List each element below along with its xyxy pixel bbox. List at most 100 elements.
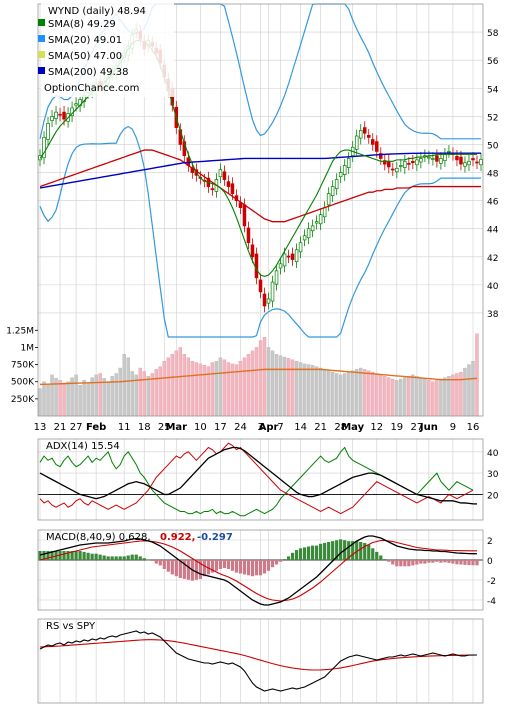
candle-body xyxy=(383,160,387,165)
x-axis-label: 12 xyxy=(370,422,383,433)
volume-bar xyxy=(443,377,447,417)
macd-histogram-bar xyxy=(170,560,174,575)
macd-histogram-bar xyxy=(154,560,158,564)
macd-histogram-bar xyxy=(110,556,114,560)
candle-body xyxy=(403,160,407,168)
price-tick-label: 46 xyxy=(487,198,499,208)
macd-histogram-bar xyxy=(407,560,411,567)
volume-bar xyxy=(439,378,443,417)
volume-bar xyxy=(306,364,311,417)
volume-bar xyxy=(246,354,251,417)
candle-body xyxy=(399,165,403,167)
volume-bar xyxy=(371,371,375,417)
x-axis-label: 3 xyxy=(257,422,263,433)
x-axis-label: Feb xyxy=(86,422,106,433)
candle-body xyxy=(366,134,371,138)
macd-histogram-bar xyxy=(50,551,54,560)
macd-histogram-bar xyxy=(419,560,423,564)
candle-body xyxy=(391,168,395,171)
macd-histogram-bar xyxy=(262,560,267,574)
volume-bar xyxy=(298,362,303,417)
macd-histogram-bar xyxy=(459,560,463,565)
adx-line xyxy=(39,446,478,505)
x-axis-label: 24 xyxy=(234,422,247,433)
macd-histogram-bar xyxy=(435,560,439,562)
volume-tick-label: 1M xyxy=(21,343,35,353)
macd-histogram-bar xyxy=(198,560,202,579)
rs-line xyxy=(39,630,477,692)
macd-histogram-bar xyxy=(455,560,459,565)
volume-bar xyxy=(347,371,351,417)
x-axis-label: 14 xyxy=(294,422,307,433)
x-axis-label: 10 xyxy=(194,422,207,433)
candle-body xyxy=(310,225,315,232)
macd-histogram-bar xyxy=(355,541,359,560)
candle-body xyxy=(62,111,66,120)
candle-body xyxy=(282,253,287,267)
volume-bar xyxy=(50,374,54,417)
volume-bar xyxy=(254,347,259,417)
price-legend: WYND (daily) 48.94 SMA(8) 49.29 SMA(20) … xyxy=(38,3,174,97)
macd-histogram-bar xyxy=(383,559,387,560)
macd-histogram-bar xyxy=(467,560,471,566)
volume-bar xyxy=(355,369,359,417)
macd-histogram-bar xyxy=(126,555,130,560)
volume-bar xyxy=(419,377,423,417)
candle-body xyxy=(226,181,231,187)
price-panel-frame xyxy=(37,3,484,417)
volume-bar xyxy=(242,357,247,417)
macd-histogram-bar xyxy=(439,560,443,563)
sma50-line xyxy=(39,149,481,223)
volume-bar xyxy=(42,381,46,417)
candle-body xyxy=(262,293,267,307)
macd-histogram-bar xyxy=(399,560,403,567)
macd-histogram-bar xyxy=(319,543,323,560)
volume-bar xyxy=(467,364,471,417)
macd-value-signal: 0.922, xyxy=(160,532,195,543)
macd-histogram-bar xyxy=(242,560,247,575)
axes-layer: 38404244464850525456581.25M1M750K500K250… xyxy=(6,3,499,704)
volume-bar xyxy=(278,355,283,417)
volume-bar xyxy=(431,381,435,417)
volume-bar xyxy=(178,347,182,417)
volume-bar xyxy=(471,360,475,417)
x-axis-label: 9 xyxy=(450,422,456,433)
macd-histogram-bar xyxy=(254,560,259,576)
macd-histogram-bar xyxy=(294,550,299,560)
macd-histogram-bar xyxy=(451,560,455,564)
volume-bar xyxy=(359,367,363,417)
candle-body xyxy=(222,171,227,180)
macd-histogram-bar xyxy=(371,548,375,560)
volume-bar xyxy=(130,371,134,417)
macd-histogram-bar xyxy=(194,560,198,580)
price-tick-label: 38 xyxy=(487,310,499,320)
macd-histogram-bar xyxy=(359,542,363,560)
volume-bar xyxy=(423,378,427,417)
volume-bar xyxy=(395,380,399,417)
macd-histogram-bar xyxy=(234,560,239,573)
x-axis-label: 19 xyxy=(390,422,403,433)
x-axis-label: 7 xyxy=(277,422,283,433)
volume-bar xyxy=(387,377,391,417)
macd-histogram-bar xyxy=(182,560,186,579)
legend-label-sma200: SMA(200) 49.38 xyxy=(48,67,129,78)
macd-histogram-bar xyxy=(270,560,275,568)
candle-body xyxy=(210,188,215,191)
legend-swatch-sma20 xyxy=(38,35,45,42)
macd-histogram-bar xyxy=(178,560,182,578)
candle-body xyxy=(326,193,331,206)
price-tick-label: 48 xyxy=(487,170,499,180)
macd-histogram-bar xyxy=(174,560,178,577)
legend-swatch-sma8 xyxy=(38,19,45,26)
macd-histogram-bar xyxy=(379,555,383,560)
volume-bar xyxy=(375,373,379,417)
macd-histogram-bar xyxy=(347,541,351,560)
macd-histogram-bar xyxy=(74,551,78,560)
macd-histogram-bar xyxy=(311,545,315,560)
macd-histogram-bar xyxy=(411,560,415,566)
macd-histogram-bar xyxy=(210,560,214,573)
macd-histogram-bar xyxy=(423,560,427,564)
candle-body xyxy=(459,156,463,165)
adx-tick-label: 20 xyxy=(487,491,499,501)
candle-body xyxy=(455,156,459,161)
